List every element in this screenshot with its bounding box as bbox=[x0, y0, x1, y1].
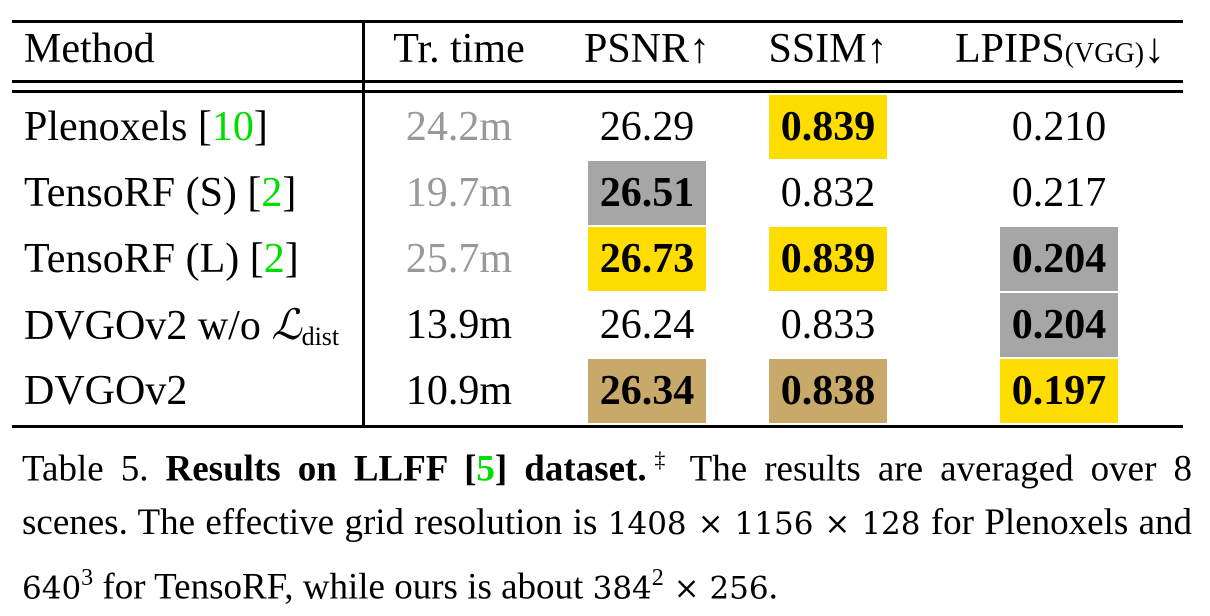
caption-label: Table 5. bbox=[22, 448, 149, 490]
caption-title-part: Results on LLFF [ bbox=[165, 448, 477, 490]
method-name: TensoRF (L) bbox=[24, 236, 240, 282]
dagger-mark: ‡ bbox=[646, 447, 674, 472]
psnr-cell: 26.29 bbox=[599, 104, 695, 150]
table-caption: Table 5. Results on LLFF [5] dataset.‡ T… bbox=[22, 433, 1192, 616]
time-cell: 19.7m bbox=[405, 170, 513, 216]
psnr-highlighted-value: 26.34 bbox=[587, 359, 707, 423]
method-cell: DVGOv2 w/o ℒdist bbox=[24, 293, 339, 357]
header-psnr: PSNR↑ bbox=[583, 26, 711, 72]
lpips-cell: 0.217 bbox=[1011, 170, 1107, 216]
ssim-cell: 0.832 bbox=[780, 170, 876, 216]
header-time: Tr. time bbox=[393, 26, 525, 72]
ssim-highlighted-value: 0.838 bbox=[768, 359, 888, 423]
caption-text: for Plenoxels and bbox=[920, 502, 1192, 544]
ssim-cell: 0.839 bbox=[752, 227, 904, 291]
citation-link[interactable]: 2 bbox=[261, 170, 283, 216]
psnr-cell: 26.51 bbox=[570, 161, 724, 225]
method-cell: Plenoxels [10] bbox=[24, 104, 268, 150]
ssim-cell: 0.833 bbox=[780, 302, 876, 348]
ssim-highlighted-value: 0.839 bbox=[768, 95, 888, 159]
psnr-highlighted-value: 26.51 bbox=[587, 161, 707, 225]
ssim-cell: 0.838 bbox=[752, 359, 904, 423]
lpips-highlighted-value: 0.197 bbox=[999, 359, 1119, 423]
time-cell: 24.2m bbox=[405, 104, 513, 150]
header-lpips: LPIPS(VGG)↓ bbox=[930, 18, 1190, 80]
lpips-cell: 0.204 bbox=[982, 293, 1136, 357]
method-cell: TensoRF (L) [2] bbox=[24, 236, 299, 282]
psnr-cell: 26.24 bbox=[599, 302, 695, 348]
method-name: DVGOv2 bbox=[24, 368, 188, 414]
method-name: TensoRF (S) bbox=[24, 170, 237, 216]
top-rule bbox=[12, 20, 1183, 23]
caption-text: The results are averaged over 8 scenes. … bbox=[22, 448, 1192, 544]
lpips-label: LPIPS bbox=[954, 26, 1065, 72]
method-name: Plenoxels bbox=[24, 104, 188, 150]
caption-math: 1408 × 1156 × 128 bbox=[607, 506, 921, 543]
lpips-cell: 0.197 bbox=[982, 359, 1136, 423]
column-divider bbox=[362, 21, 365, 426]
caption-title: Results on LLFF [5] dataset. bbox=[166, 448, 647, 489]
lpips-cell: 0.204 bbox=[982, 227, 1136, 291]
caption-text: . bbox=[768, 566, 778, 608]
time-cell: 25.7m bbox=[405, 236, 513, 282]
citation-link[interactable]: 10 bbox=[211, 104, 254, 150]
lpips-highlighted-value: 0.204 bbox=[999, 227, 1119, 291]
header-rule-2 bbox=[12, 90, 1183, 93]
loss-subscript: dist bbox=[301, 322, 340, 351]
down-arrow-icon: ↓ bbox=[1144, 26, 1166, 72]
time-cell: 10.9m bbox=[405, 368, 513, 414]
method-name: DVGOv2 w/o bbox=[24, 303, 272, 349]
citation-link[interactable]: 5 bbox=[476, 448, 495, 490]
lpips-highlighted-value: 0.204 bbox=[999, 293, 1119, 357]
time-cell: 13.9m bbox=[405, 302, 513, 348]
header-method: Method bbox=[24, 26, 155, 72]
citation-link[interactable]: 2 bbox=[263, 236, 285, 282]
caption-math: 3 bbox=[81, 565, 94, 592]
caption-math: 640 bbox=[22, 570, 82, 607]
psnr-cell: 26.73 bbox=[570, 227, 724, 291]
loss-symbol: ℒ bbox=[271, 300, 302, 349]
ssim-highlighted-value: 0.839 bbox=[768, 227, 888, 291]
psnr-highlighted-value: 26.73 bbox=[587, 227, 707, 291]
method-cell: TensoRF (S) [2] bbox=[24, 170, 297, 216]
ssim-cell: 0.839 bbox=[752, 95, 904, 159]
caption-title-part: ] dataset. bbox=[494, 448, 647, 490]
header-rule-1 bbox=[12, 80, 1183, 83]
lpips-cell: 0.210 bbox=[1011, 104, 1107, 150]
caption-text: for TensoRF, while ours is about bbox=[93, 566, 593, 608]
method-cell: DVGOv2 bbox=[24, 359, 187, 423]
caption-math: 2 bbox=[651, 565, 664, 592]
caption-math: × 256 bbox=[663, 570, 769, 607]
caption-math: 384 bbox=[592, 570, 652, 607]
bottom-rule bbox=[12, 425, 1183, 428]
psnr-cell: 26.34 bbox=[570, 359, 724, 423]
header-ssim: SSIM↑ bbox=[768, 26, 888, 72]
lpips-sub: (VGG) bbox=[1064, 38, 1145, 69]
